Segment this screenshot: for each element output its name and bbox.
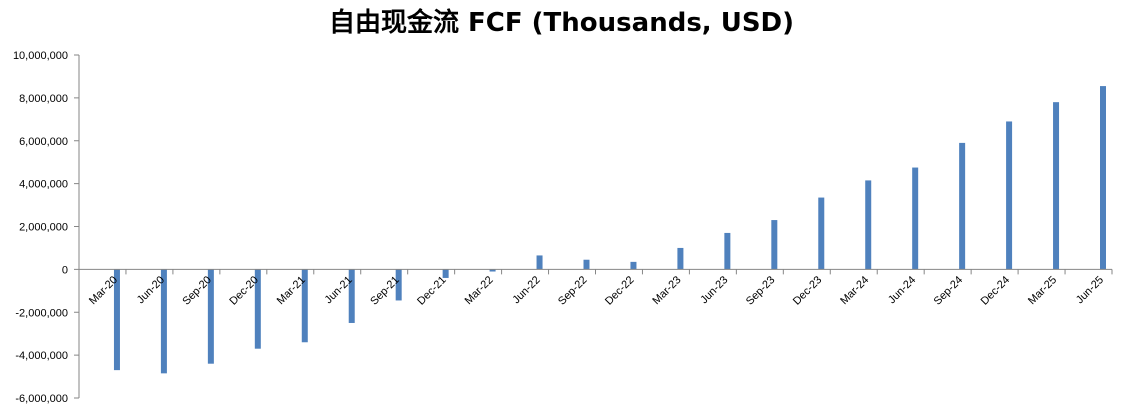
y-tick-label: -6,000,000 [15,393,68,405]
bar-mar-21 [301,269,308,343]
y-tick-label: 0 [62,264,68,276]
bar-dec-22 [630,261,637,270]
x-tick-label: Jun-23 [698,274,730,306]
bar-jun-24 [912,167,919,270]
bar-jun-23 [724,232,731,270]
bar-jun-21 [348,269,355,323]
bar-sep-22 [583,259,590,270]
bar-mar-23 [677,247,684,270]
x-tick-label: Jun-24 [886,274,918,306]
x-tick-label: Jun-22 [510,274,542,306]
x-tick-label: Sep-23 [744,274,778,308]
y-tick-label: 8,000,000 [19,93,68,105]
y-tick-label: 2,000,000 [19,222,68,234]
x-tick-label: Dec-22 [603,274,637,308]
y-tick-label: -4,000,000 [15,350,68,362]
x-tick-label: Sep-24 [932,274,966,308]
bar-jun-20 [160,269,167,374]
bar-mar-22 [489,269,496,272]
bar-dec-21 [442,269,449,278]
bar-sep-21 [395,269,402,301]
x-tick-label: Jun-25 [1074,274,1106,306]
bar-mar-20 [113,269,120,371]
x-tick-label: Sep-22 [556,274,590,308]
bar-sep-24 [959,142,966,270]
bar-series [113,86,1106,374]
x-tick-label: Mar-24 [838,274,871,307]
bar-sep-23 [771,220,778,270]
bar-dec-23 [818,197,825,270]
chart-title: 自由现金流 FCF (Thousands, USD) [328,8,795,38]
y-tick-label: 4,000,000 [19,179,68,191]
x-tick-label: Dec-23 [791,274,825,308]
bar-dec-20 [254,269,261,349]
x-tick-label: Mar-23 [650,274,683,307]
y-tick-label: -2,000,000 [15,307,68,319]
x-tick-label: Dec-24 [979,274,1013,308]
bar-jun-22 [536,255,543,270]
x-tick-label: Mar-25 [1026,274,1059,307]
x-tick-label: Mar-22 [463,274,496,307]
bar-mar-24 [865,180,872,270]
bar-dec-24 [1006,121,1013,270]
bar-mar-25 [1053,102,1060,270]
y-tick-label: 6,000,000 [19,136,68,148]
x-tick-label: Dec-21 [415,274,449,308]
y-axis: 10,000,000 8,000,000 6,000,000 4,000,000 2,0… [13,50,80,405]
y-tick-label: 10,000,000 [13,50,68,62]
x-axis: Mar-20 Jun-20 Sep-20 Dec-20 Mar-21 Jun-21 Sep-… [79,268,1113,308]
bar-jun-25 [1100,86,1106,270]
bar-sep-20 [207,269,214,364]
